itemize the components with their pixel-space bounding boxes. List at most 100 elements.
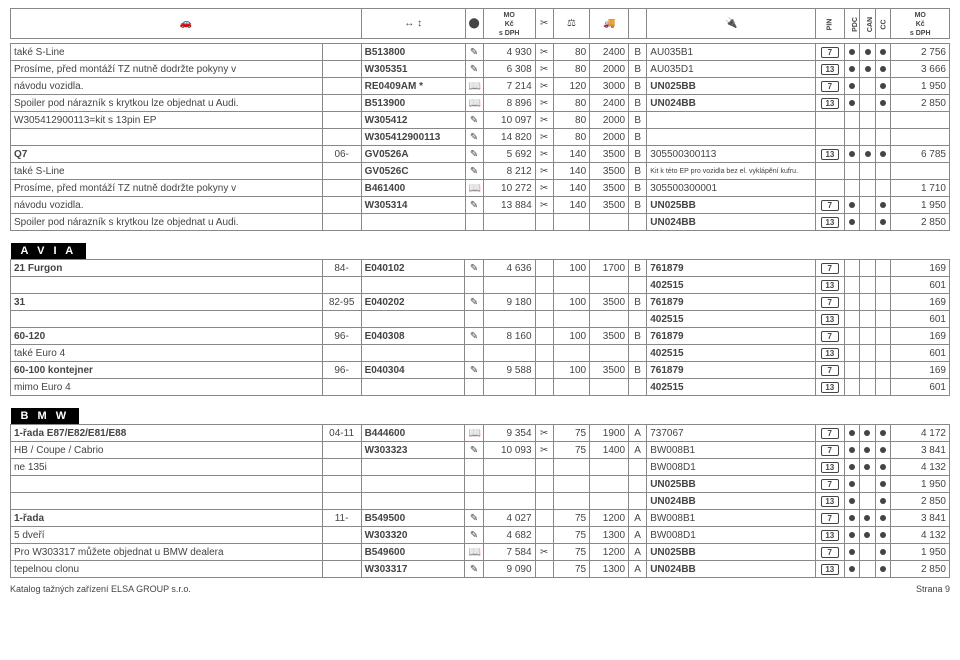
cc-cell [875,328,891,345]
year-cell [322,561,361,578]
price2-cell: 3 666 [891,61,950,78]
pin-cell [816,112,845,129]
ep-cell: 761879 [647,362,816,379]
hdr-plug-icon: 🔌 [647,9,816,39]
price-cell: 4 027 [483,510,535,527]
price-cell: 8 212 [483,163,535,180]
class-cell [629,459,647,476]
class-cell: A [629,425,647,442]
table-row: W305412900113=kit s 13pin EPW305412✎10 0… [11,112,950,129]
ep-cell: BW008D1 [647,527,816,544]
cut-icon [535,294,553,311]
cc-cell [875,362,891,379]
price2-cell: 1 950 [891,78,950,95]
ep-cell [647,129,816,146]
cut-icon: ✂ [535,544,553,561]
weight-cell [590,476,629,493]
table-row: Spoiler pod nárazník s krytkou lze objed… [11,95,950,112]
type-icon: ✎ [465,442,483,459]
cut-icon: ✂ [535,44,553,61]
pin-cell: 13 [816,61,845,78]
weight-cell: 2000 [590,61,629,78]
cut-icon: ✂ [535,146,553,163]
pdc-cell [844,44,860,61]
price2-cell [891,112,950,129]
section-title-row: B M W [11,408,950,425]
pdc-cell [844,510,860,527]
desc-cell: W305412900113=kit s 13pin EP [11,112,323,129]
s-cell: 140 [553,163,589,180]
price2-cell [891,163,950,180]
weight-cell: 2000 [590,129,629,146]
year-cell [322,345,361,362]
type-icon: ✎ [465,260,483,277]
type-icon [465,311,483,328]
partnum-cell: W305412900113 [361,129,465,146]
pdc-cell [844,459,860,476]
price2-cell: 1 950 [891,476,950,493]
price2-cell [891,129,950,146]
price-cell [483,459,535,476]
type-icon: ✎ [465,146,483,163]
price2-cell: 3 841 [891,442,950,459]
desc-cell: také S-Line [11,44,323,61]
pdc-cell [844,544,860,561]
table-row: Prosíme, před montáží TZ nutně dodržte p… [11,180,950,197]
s-cell [553,277,589,294]
cut-icon [535,493,553,510]
cut-icon: ✂ [535,425,553,442]
ep-cell: 402515 [647,311,816,328]
cut-icon [535,260,553,277]
weight-cell: 3500 [590,294,629,311]
desc-cell: 1-řada [11,510,323,527]
partnum-cell: W305412 [361,112,465,129]
pdc-cell [844,527,860,544]
weight-cell [590,459,629,476]
pdc-cell [844,379,860,396]
cut-icon [535,345,553,362]
table-row: 3182-95E040202✎9 1801003500B7618797169 [11,294,950,311]
class-cell [629,379,647,396]
year-cell [322,214,361,231]
s-cell: 140 [553,146,589,163]
class-cell: A [629,442,647,459]
s-cell: 75 [553,425,589,442]
pdc-cell [844,362,860,379]
can-cell [860,527,876,544]
can-cell [860,180,876,197]
class-cell: A [629,527,647,544]
desc-cell [11,493,323,510]
pdc-cell [844,311,860,328]
price-cell: 8 896 [483,95,535,112]
type-icon: ✎ [465,112,483,129]
price2-cell: 601 [891,379,950,396]
s-cell [553,459,589,476]
desc-cell [11,129,323,146]
pdc-cell [844,180,860,197]
pin-cell: 13 [816,345,845,362]
table-row: ne 135iBW008D1134 132 [11,459,950,476]
year-cell [322,442,361,459]
table-row: 40251513601 [11,311,950,328]
pin-cell [816,180,845,197]
price2-cell: 1 950 [891,197,950,214]
pin-cell: 13 [816,95,845,112]
cut-icon [535,510,553,527]
can-cell [860,510,876,527]
s-cell: 75 [553,544,589,561]
s-cell: 140 [553,197,589,214]
pin-cell: 13 [816,311,845,328]
type-icon [465,277,483,294]
cut-icon [535,311,553,328]
cut-icon [535,362,553,379]
type-icon: ✎ [465,61,483,78]
pdc-cell [844,476,860,493]
pin-cell: 7 [816,44,845,61]
cc-cell [875,277,891,294]
cc-cell [875,197,891,214]
cc-cell [875,345,891,362]
cc-cell [875,78,891,95]
pin-cell: 7 [816,294,845,311]
partnum-cell: GV0526C [361,163,465,180]
pin-cell: 13 [816,214,845,231]
